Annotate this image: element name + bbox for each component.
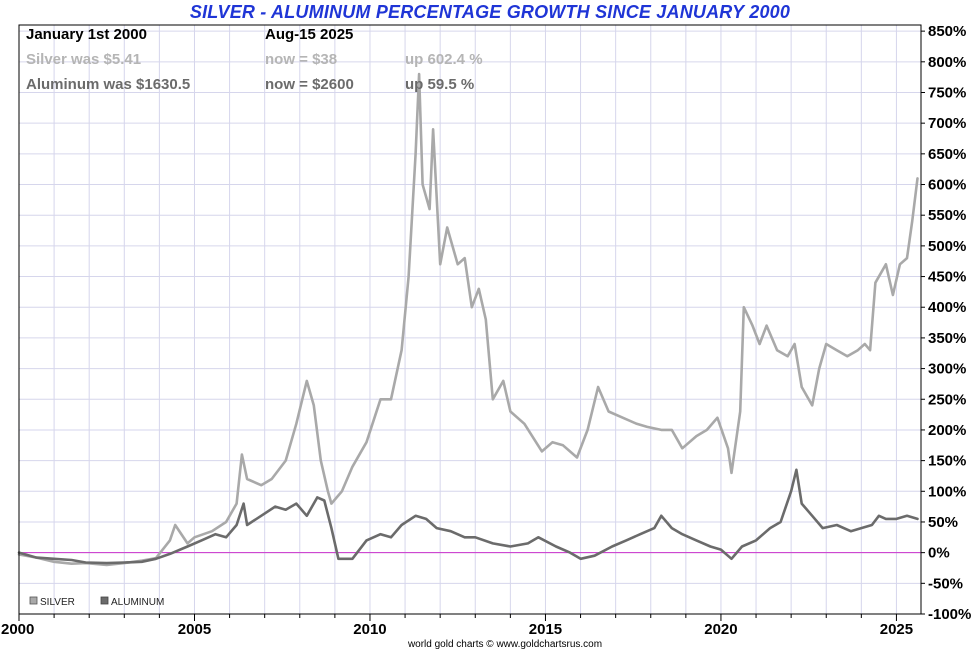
y-tick-label: 800% [928,54,966,71]
y-tick-label: 200% [928,422,966,439]
y-tick-label: 300% [928,361,966,378]
y-tick-label: 750% [928,84,966,101]
series-line-silver [17,72,919,567]
y-tick-label: 450% [928,269,966,286]
y-tick-label: 100% [928,483,966,500]
y-tick-label: 400% [928,299,966,316]
legend-swatch-aluminum [100,596,109,605]
y-tick-label: 350% [928,330,966,347]
start-date-label: January 1st 2000 [26,26,147,43]
end-date-label: Aug-15 2025 [265,26,353,43]
legend-label-aluminum: ALUMINUM [111,597,164,608]
y-tick-label: 250% [928,391,966,408]
x-axis: 2000 2005 2010 2015 2020 2025 [1,614,913,638]
chart-title: SILVER - ALUMINUM PERCENTAGE GROWTH SINC… [189,2,791,22]
x-tick-label: 2005 [178,621,211,638]
y-tick-label: 50% [928,514,958,531]
y-tick-label: 600% [928,177,966,194]
y-tick-label: -100% [928,606,971,623]
legend-swatch-silver [29,596,38,605]
y-axis: 850% 800% 750% 700% 650% 600% 550% 500% 450% 400%… [921,23,971,623]
series-line-aluminum [17,468,919,565]
x-tick-label: 2015 [529,621,562,638]
x-tick-label: 2010 [353,621,386,638]
silver-up-label: up 602.4 % [405,51,483,68]
aluminum-up-label: up 59.5 % [405,76,474,93]
series-group [17,72,919,567]
credit-text: world gold charts © www.goldchartsrus.co… [407,639,602,650]
x-tick-label: 2020 [704,621,737,638]
y-tick-label: 150% [928,453,966,470]
grid-lines [18,25,921,615]
y-tick-label: 500% [928,238,966,255]
y-tick-label: 700% [928,115,966,132]
aluminum-now-label: now = $2600 [265,76,354,93]
y-tick-label: -50% [928,575,963,592]
silver-now-label: now = $38 [265,51,337,68]
silver-was-label: Silver was $5.41 [26,51,141,68]
y-tick-label: 0% [928,545,950,562]
x-tick-label: 2000 [1,621,34,638]
y-tick-label: 550% [928,207,966,224]
x-tick-label: 2025 [880,621,913,638]
legend-label-silver: SILVER [40,597,75,608]
legend: SILVER ALUMINUM [29,596,164,608]
aluminum-was-label: Aluminum was $1630.5 [26,76,190,93]
y-tick-label: 850% [928,23,966,40]
plot-frame [18,24,922,615]
y-tick-label: 650% [928,146,966,163]
